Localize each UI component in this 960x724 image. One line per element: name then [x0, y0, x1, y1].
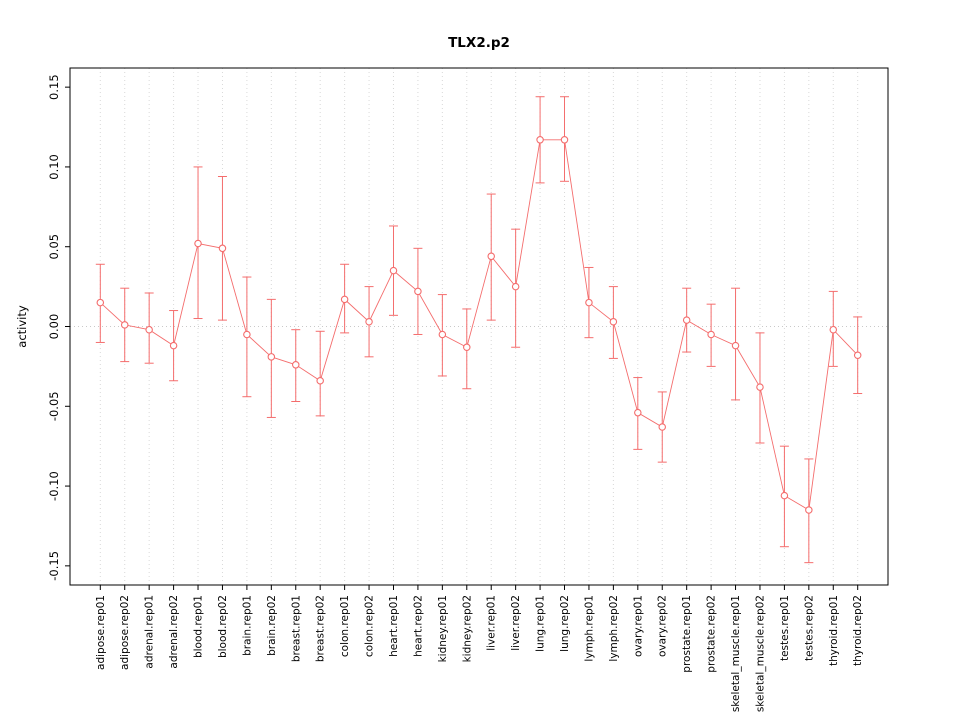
x-tick-label: adrenal.rep02: [168, 595, 180, 669]
x-tick-label: thyroid.rep02: [852, 595, 864, 666]
data-point: [487, 252, 495, 261]
y-tick-label: 0.00: [47, 314, 61, 340]
x-tick-label: brain.rep02: [266, 595, 278, 656]
data-point: [292, 361, 300, 369]
y-tick-label: 0.05: [47, 234, 61, 260]
x-tick-label: colon.rep01: [339, 595, 351, 657]
data-point: [853, 351, 862, 359]
data-point: [414, 287, 422, 296]
x-tick-label: lymph.rep02: [608, 595, 620, 662]
x-tick-label: adrenal.rep01: [144, 595, 156, 669]
data-point: [389, 266, 398, 275]
x-tick-label: prostate.rep02: [706, 595, 718, 673]
data-point: [218, 244, 227, 253]
series-line: [99, 139, 859, 511]
x-tick-label: breast.rep01: [290, 595, 302, 662]
x-tick-label: heart.rep02: [412, 595, 424, 657]
data-point: [829, 325, 838, 334]
x-tick-label: blood.rep02: [217, 595, 229, 658]
data-point: [145, 325, 153, 334]
data-point: [756, 383, 764, 391]
chart-title: TLX2.p2: [448, 35, 510, 51]
data-point: [780, 491, 789, 500]
x-tick-label: adipose.rep02: [119, 595, 131, 670]
x-tick-label: ovary.rep02: [657, 595, 669, 657]
data-point: [731, 341, 740, 350]
x-tick-label: lung.rep02: [559, 595, 571, 652]
data-point: [511, 282, 520, 291]
data-point: [707, 330, 715, 339]
data-point: [682, 316, 691, 324]
x-tick-label: prostate.rep01: [681, 595, 693, 673]
x-tick-label: kidney.rep01: [437, 595, 449, 662]
x-tick-label: breast.rep02: [315, 595, 327, 662]
data-point: [340, 295, 349, 304]
x-tick-label: testes.rep01: [779, 595, 791, 661]
y-tick-label: -0.15: [47, 551, 61, 581]
data-point: [463, 343, 471, 351]
x-tick-label: skeletal_muscle.rep02: [754, 595, 766, 712]
data-point: [536, 136, 544, 144]
x-tick-label: liver.rep02: [510, 595, 522, 651]
data-point: [805, 506, 813, 514]
data-point: [560, 136, 569, 144]
x-tick-label: thyroid.rep01: [828, 595, 840, 666]
data-point: [267, 353, 276, 361]
data-point: [438, 330, 447, 339]
data-point: [365, 317, 373, 326]
x-tick-label: testes.rep02: [803, 595, 815, 661]
x-tick-label: lung.rep01: [535, 595, 547, 652]
x-tick-label: blood.rep01: [193, 595, 205, 658]
data-point: [169, 341, 178, 350]
y-tick-label: -0.10: [47, 471, 61, 501]
x-tick-label: adipose.rep01: [95, 595, 107, 670]
data-point: [585, 298, 593, 307]
x-tick-label: skeletal_muscle.rep01: [730, 595, 742, 712]
x-tick-label: brain.rep01: [241, 595, 253, 656]
y-axis-label: activity: [15, 305, 29, 348]
y-tick-label: -0.05: [47, 391, 61, 421]
x-tick-label: heart.rep01: [388, 595, 400, 657]
data-point: [658, 423, 666, 431]
x-tick-label: colon.rep02: [364, 595, 376, 657]
data-point: [634, 408, 642, 417]
data-point: [609, 317, 618, 326]
x-tick-label: ovary.rep01: [632, 595, 644, 657]
x-tick-label: kidney.rep02: [461, 595, 473, 662]
data-point: [243, 330, 251, 339]
y-tick-label: 0.10: [47, 154, 61, 180]
data-point: [194, 239, 202, 248]
data-point: [316, 377, 324, 385]
x-tick-label: lymph.rep01: [583, 595, 595, 662]
data-point: [96, 298, 105, 307]
y-tick-label: 0.15: [47, 74, 61, 100]
data-point: [120, 321, 129, 329]
x-tick-label: liver.rep01: [486, 595, 498, 651]
